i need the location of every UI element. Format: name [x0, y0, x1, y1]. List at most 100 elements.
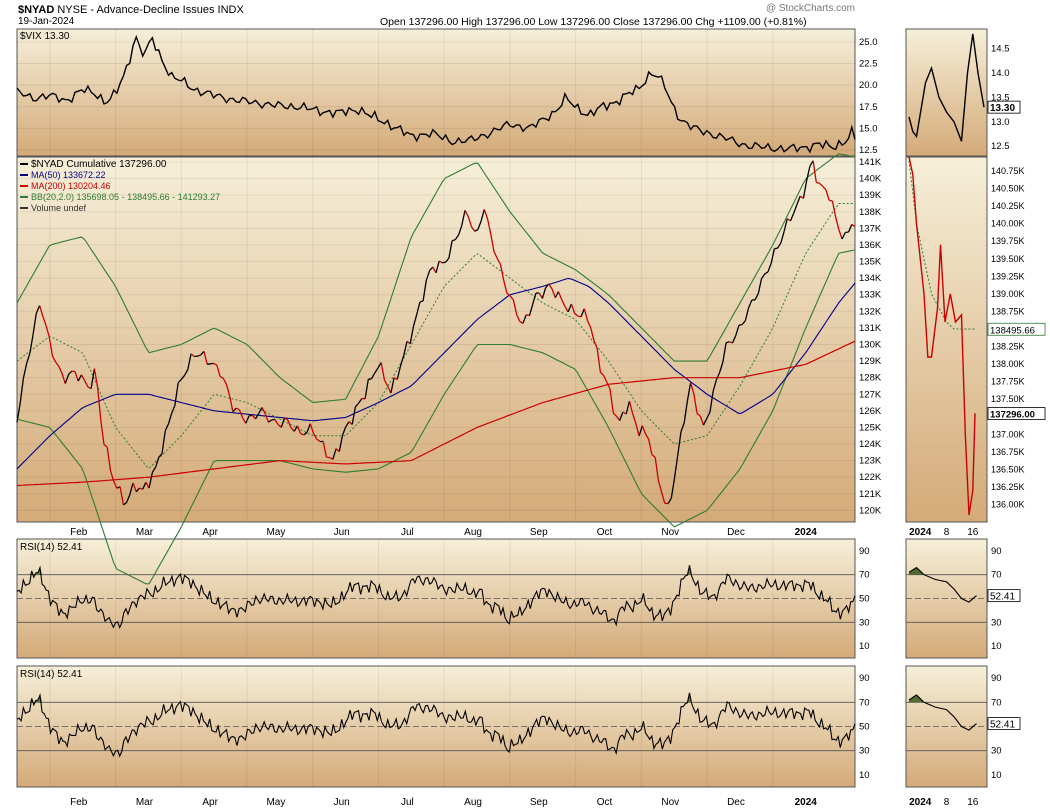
rsi-lower-line	[16, 692, 856, 758]
volume-legend: Volume undef	[31, 203, 87, 213]
price-segment	[760, 273, 766, 280]
bb-lower-line	[16, 249, 856, 585]
price-segment	[284, 417, 289, 421]
x-tick-label-bottom-inset: 16	[967, 797, 979, 808]
price-segment	[738, 323, 743, 326]
price-segment	[58, 366, 63, 374]
price-segment	[268, 419, 272, 423]
price-segment	[51, 355, 57, 363]
price-tick-label: 132K	[859, 306, 882, 317]
price-inset-tick-label: 136.00K	[991, 499, 1025, 509]
price-segment	[673, 455, 679, 479]
rsi-lower-inset-tick-label: 90	[991, 673, 1002, 684]
price-segment	[541, 287, 547, 299]
price-segment	[729, 341, 733, 344]
price-segment	[368, 378, 372, 380]
price-segment	[312, 433, 318, 440]
price-segment	[219, 375, 224, 379]
rsi-upper-tick-label: 50	[859, 594, 870, 605]
price-segment	[526, 314, 530, 317]
rsi-upper-inset-tick-label: 70	[991, 570, 1002, 581]
price-segment	[628, 400, 634, 414]
price-segment	[793, 204, 798, 214]
rsi-lower-tick-label: 50	[859, 722, 870, 733]
price-tick-label: 134K	[859, 273, 882, 284]
price-tick-label: 120K	[859, 505, 882, 516]
price-tick-label: 122K	[859, 472, 882, 483]
price-segment	[757, 278, 763, 294]
ohlc-readout: Open 137296.00 High 137296.00 Low 137296…	[380, 16, 807, 28]
price-segment	[96, 387, 102, 421]
price-segment	[483, 209, 489, 220]
price-segment	[106, 447, 112, 471]
price-segment	[151, 466, 157, 473]
price-segment	[277, 424, 282, 428]
price-segment	[374, 367, 379, 374]
rsi-lower-inset-tick-label: 70	[991, 697, 1002, 708]
price-segment	[316, 438, 321, 443]
x-tick-label-bottom: Nov	[661, 797, 679, 808]
price-segment	[174, 382, 179, 406]
price-inset-tick-label: 139.50K	[991, 254, 1025, 264]
price-segment	[161, 430, 166, 454]
price-segment	[577, 315, 582, 318]
x-tick-label-bottom: May	[266, 797, 285, 808]
vix-inset-panel	[905, 28, 988, 157]
price-segment	[129, 482, 134, 495]
price-segment	[35, 305, 41, 314]
price-segment	[557, 291, 563, 300]
rsi-lower-inset-overbought-fill	[909, 695, 924, 703]
price-panel	[16, 156, 856, 523]
rsi-upper-tick-label: 10	[859, 641, 870, 652]
price-segment	[48, 336, 54, 357]
x-tick-label-mid: Jun	[334, 527, 350, 538]
price-segment	[699, 415, 705, 426]
rsi-upper-last-value: 52.41	[990, 592, 1015, 603]
price-segment	[326, 456, 330, 459]
price-segment	[445, 257, 450, 263]
price-segment	[435, 260, 440, 273]
price-segment	[486, 218, 492, 235]
rsi-lower-inset-line	[908, 694, 977, 731]
price-tick-label: 136K	[859, 240, 882, 251]
price-last-value-box	[987, 322, 1046, 336]
price-segment	[287, 419, 292, 428]
rsi-upper-line	[16, 565, 856, 630]
price-segment	[816, 181, 820, 185]
price-segment	[309, 423, 315, 434]
price-segment	[651, 454, 656, 458]
price-segment	[509, 295, 514, 301]
price-segment	[232, 407, 237, 413]
price-segment	[451, 238, 456, 242]
price-segment	[254, 413, 260, 420]
rsi-lower-inset-tick-label: 10	[991, 770, 1002, 781]
x-tick-label-mid: Feb	[70, 527, 88, 538]
price-segment	[109, 470, 115, 482]
price-segment	[819, 182, 824, 187]
vix-inset-tick-label: 13.5	[991, 92, 1010, 103]
price-segment	[457, 225, 463, 236]
price-segment	[718, 361, 724, 373]
rsi-lower-tick-label: 90	[859, 673, 870, 684]
price-segment	[345, 421, 350, 428]
price-segment	[744, 307, 750, 321]
price-segment	[42, 315, 47, 326]
price-segment	[187, 353, 192, 370]
price-segment	[74, 371, 79, 382]
price-segment	[38, 305, 44, 317]
price-tick-label: 130K	[859, 339, 882, 350]
price-segment	[258, 407, 263, 414]
price-segment	[432, 266, 437, 274]
price-segment	[551, 288, 556, 298]
price-tick-label: 141K	[859, 157, 882, 168]
price-segment	[660, 492, 666, 504]
price-inset-tick-label: 140.75K	[991, 166, 1025, 176]
x-tick-label-mid-inset: 16	[967, 527, 979, 538]
price-segment	[213, 362, 218, 366]
price-segment	[64, 374, 70, 384]
price-tick-label: 127K	[859, 389, 882, 400]
x-tick-label-mid: Apr	[202, 527, 218, 538]
price-segment	[383, 379, 389, 387]
price-tick-label: 131K	[859, 323, 882, 334]
